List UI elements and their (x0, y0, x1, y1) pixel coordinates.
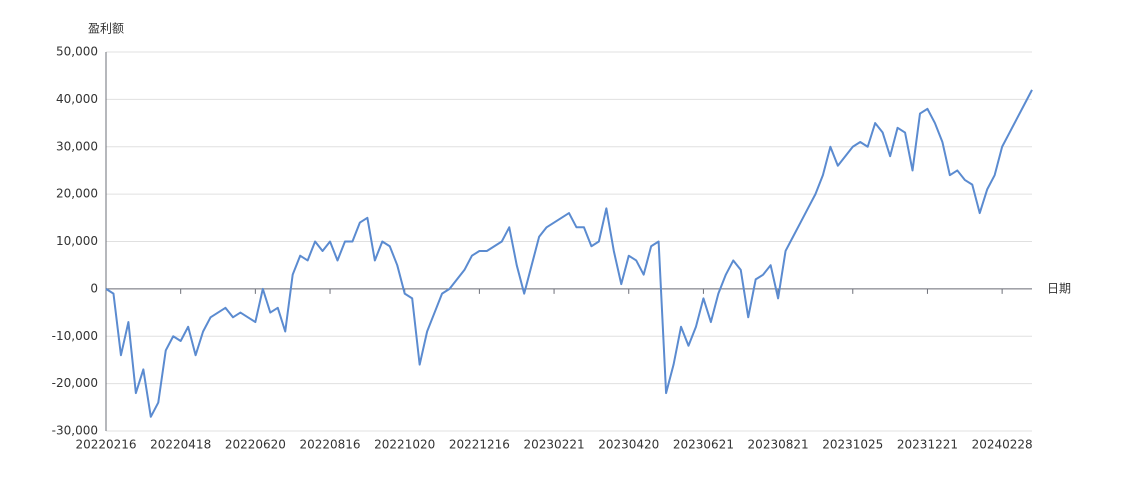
y-axis-name: 盈利额 (88, 22, 124, 36)
x-tick-label: 20230821 (748, 438, 809, 452)
x-tick-label: 20230221 (524, 438, 585, 452)
x-axis-name: 日期 (1047, 282, 1071, 296)
y-tick-label: 30,000 (56, 139, 98, 153)
x-tick-label: 20221020 (374, 438, 435, 452)
x-tick-label: 20231025 (822, 438, 883, 452)
x-tick-label: 20220216 (75, 438, 136, 452)
line-series (105, 89, 1033, 418)
y-tick-label: -10,000 (52, 329, 98, 343)
y-tick-label: 40,000 (56, 92, 98, 106)
y-tick-label: 10,000 (56, 234, 98, 248)
x-tick-label: 20230621 (673, 438, 734, 452)
x-tick-label: 20231221 (897, 438, 958, 452)
x-tick-label: 20221216 (449, 438, 510, 452)
x-tick-label: 20220816 (299, 438, 360, 452)
x-tick-label: 20220418 (150, 438, 211, 452)
x-tick-label: 20240228 (972, 438, 1033, 452)
y-tick-label: -30,000 (52, 424, 98, 438)
x-tick-label: 20230420 (598, 438, 659, 452)
y-tick-label: 20,000 (56, 187, 98, 201)
y-tick-label: 50,000 (56, 45, 98, 59)
y-tick-label: -20,000 (52, 376, 98, 390)
x-tick-label: 20220620 (225, 438, 286, 452)
y-tick-label: 0 (90, 281, 98, 295)
